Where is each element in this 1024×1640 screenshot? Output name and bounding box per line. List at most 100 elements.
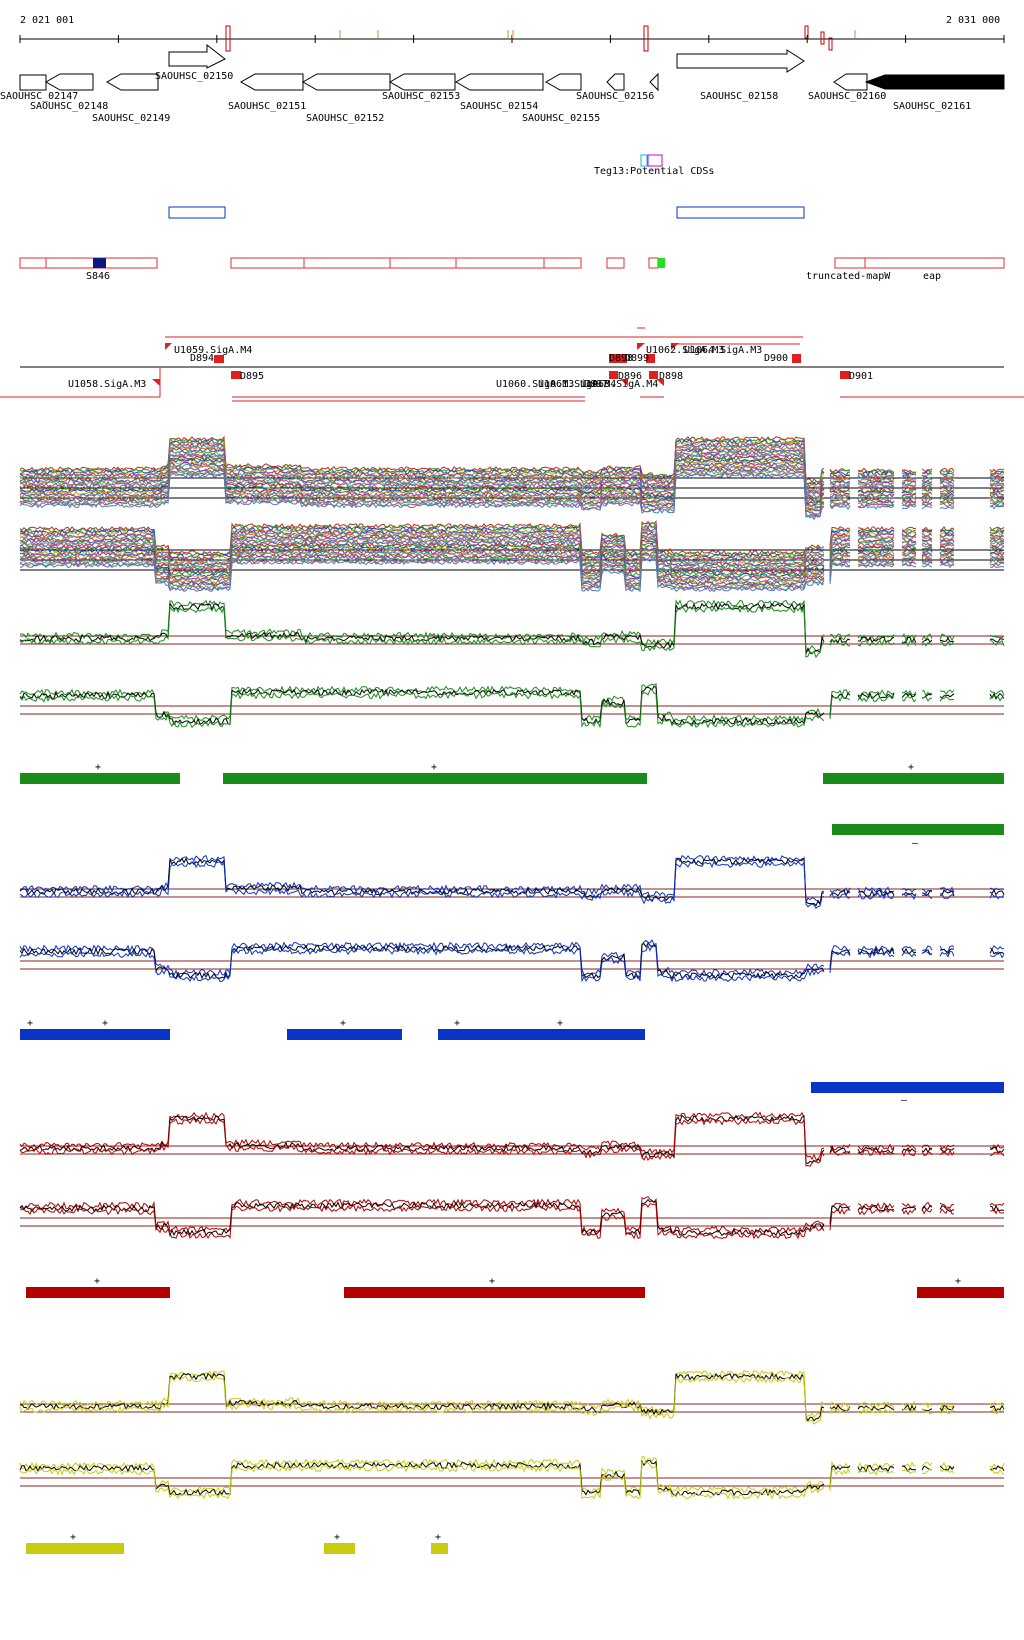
expression-curve [19, 522, 1005, 558]
annotation-track [19, 257, 1005, 269]
segment-bar [438, 1029, 645, 1040]
gene-label: SAOUHSC_02153 [382, 91, 460, 102]
s846-marker [93, 258, 106, 268]
regulatory-label: Teg13:Potential CDSs [594, 166, 714, 177]
expression-curve [19, 1375, 1005, 1425]
promoter-label: U1063.SigA.M4 [580, 379, 658, 390]
segment-strand: + [435, 1532, 441, 1543]
expression-curve [19, 1111, 1005, 1161]
expression-curve [19, 530, 1005, 566]
expression-curve [19, 682, 1005, 723]
gene-label: SAOUHSC_02149 [92, 113, 170, 124]
promoter-label: D898 [659, 371, 683, 382]
segment-bar [832, 824, 1004, 835]
expression-curve [19, 450, 1005, 498]
segment-strand: + [94, 1276, 100, 1287]
segment-bar [431, 1543, 448, 1554]
gene-label: SAOUHSC_02151 [228, 101, 306, 112]
gene-arrow-02156b[interactable] [649, 72, 659, 92]
segment-strand: + [489, 1276, 495, 1287]
segment-bar [823, 773, 1004, 784]
promoter-track: U1059.SigA.M4 D894 D895 U1058.SigA.M3 D8… [0, 327, 1024, 402]
ruler-start-label: 2 021 001 [20, 15, 74, 26]
gene-label: SAOUHSC_02161 [893, 101, 971, 112]
segment-bar [324, 1543, 355, 1554]
expression-curve [19, 1459, 1005, 1497]
segment-strand: + [454, 1018, 460, 1029]
promoter-label: D900 [764, 353, 788, 364]
promoter-label: U1060.SigA.M3 [496, 379, 574, 390]
gene-label: SAOUHSC_02156 [576, 91, 654, 102]
gene-arrow-02151[interactable] [239, 73, 304, 91]
expression-curve [19, 439, 1005, 486]
segment-bar [917, 1287, 1004, 1298]
segment-strand: + [70, 1532, 76, 1543]
gene-label: SAOUHSC_02148 [30, 101, 108, 112]
segment-strand: + [95, 762, 101, 773]
expression-curve [19, 1461, 1005, 1500]
expression-curve [20, 535, 1005, 572]
segment-bar [26, 1287, 170, 1298]
expression-curve [19, 537, 1005, 574]
promoter-label: U1058.SigA.M3 [68, 379, 146, 390]
segment-strand: + [955, 1276, 961, 1287]
gene-arrow-02148[interactable] [44, 73, 94, 91]
expression-curve [19, 688, 1005, 729]
gene-label: SAOUHSC_02147 [0, 91, 78, 102]
gene-arrow-02158[interactable] [676, 49, 805, 73]
expression-curve [19, 860, 1005, 909]
expression-profiles [19, 435, 1005, 1500]
expression-curve [19, 1456, 1005, 1494]
segment-bar [287, 1029, 402, 1040]
expression-curve [19, 460, 1005, 508]
gene-arrow-02149[interactable] [105, 73, 159, 91]
promoter-label: U1061.SigA.M4 [538, 379, 616, 390]
gene-arrow-02152[interactable] [301, 73, 391, 91]
expression-curve [19, 602, 1005, 655]
expression-curve [19, 528, 1005, 564]
gene-arrow-02154[interactable] [454, 73, 544, 91]
expression-curve [19, 1203, 1005, 1240]
green-marker [658, 258, 665, 268]
segment-strand: + [557, 1018, 563, 1029]
gene-label: SAOUHSC_02152 [306, 113, 384, 124]
segment-bar [811, 1082, 1004, 1093]
gene-arrow-02150[interactable] [168, 43, 226, 69]
truncated-label: truncated-mapW [806, 271, 891, 282]
gene-label: SAOUHSC_02150 [155, 71, 233, 82]
gene-arrow-02160[interactable] [833, 73, 868, 91]
expression-curve [19, 1114, 1005, 1165]
gene-arrow-02156[interactable] [606, 73, 625, 91]
expression-curve [19, 857, 1005, 907]
eap-label: eap [923, 271, 941, 282]
segment-bar [20, 773, 180, 784]
coordinate-ruler: 2 021 001 2 031 000 [19, 15, 1005, 52]
segment-strand: + [340, 1018, 346, 1029]
gene-arrow-02153[interactable] [388, 73, 456, 91]
gene-arrow-02155[interactable] [544, 73, 582, 91]
s846-label: S846 [86, 271, 110, 282]
promoter-label: U1062.SigA.M3 [646, 345, 724, 356]
gene-label: SAOUHSC_02160 [808, 91, 886, 102]
regulatory-track: Teg13:Potential CDSs [594, 154, 714, 177]
segment-strand: + [431, 762, 437, 773]
expression-curve [19, 854, 1005, 905]
promoter-label: D899 [625, 353, 649, 364]
expression-curve [19, 1117, 1005, 1167]
segment-strand: + [908, 762, 914, 773]
gene-label: SAOUHSC_02154 [460, 101, 538, 112]
gene-arrow-02147[interactable] [19, 74, 47, 91]
gene-arrow-02161[interactable] [864, 74, 1005, 90]
expression-curve [19, 1198, 1005, 1238]
segment-bar [20, 1029, 170, 1040]
expression-curve [19, 599, 1005, 652]
promoter-label: D898 [609, 353, 633, 364]
gene-label: SAOUHSC_02158 [700, 91, 778, 102]
segment-strand: – [901, 1095, 908, 1106]
expression-curve [19, 550, 1005, 587]
promoter-label: D895 [240, 371, 264, 382]
segment-bar [344, 1287, 645, 1298]
segment-bar [26, 1543, 124, 1554]
segment-strand: + [27, 1018, 33, 1029]
